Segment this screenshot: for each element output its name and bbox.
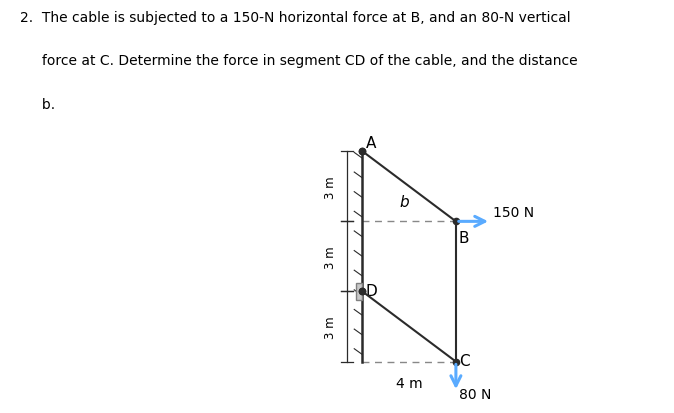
Text: A: A	[366, 136, 376, 151]
Text: 2.  The cable is subjected to a 150-N horizontal force at B, and an 80-N vertica: 2. The cable is subjected to a 150-N hor…	[20, 11, 571, 24]
Text: 3 m: 3 m	[324, 245, 337, 268]
Text: 150 N: 150 N	[493, 205, 534, 219]
Text: b.: b.	[20, 98, 55, 112]
Text: 3 m: 3 m	[324, 176, 337, 198]
Text: 4 m: 4 m	[396, 376, 423, 389]
Text: 3 m: 3 m	[324, 316, 337, 338]
Text: 80 N: 80 N	[460, 387, 492, 401]
Text: b: b	[400, 194, 409, 209]
Bar	[356, 284, 363, 300]
Text: force at C. Determine the force in segment CD of the cable, and the distance: force at C. Determine the force in segme…	[20, 54, 578, 68]
Text: C: C	[459, 353, 469, 368]
Text: B: B	[459, 230, 469, 245]
Text: D: D	[366, 283, 377, 298]
